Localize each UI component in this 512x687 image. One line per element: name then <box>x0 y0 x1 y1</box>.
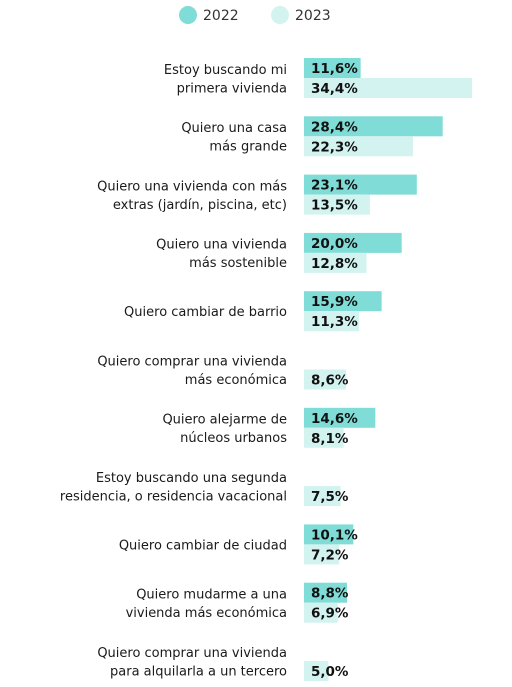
legend-label-2023: 2023 <box>295 8 331 24</box>
value-label-2023: 34,4% <box>311 81 358 97</box>
value-label-2022: 23,1% <box>311 178 358 194</box>
bar-2022 <box>304 116 443 137</box>
value-label-2022: 14,6% <box>311 411 358 427</box>
value-label-2023: 7,5% <box>311 489 349 505</box>
value-label-2022: 20,0% <box>311 236 358 252</box>
legend: 2022 2023 <box>179 6 331 24</box>
value-label-2022: 10,1% <box>311 527 358 543</box>
bar-2022 <box>304 407 376 428</box>
bar-2023 <box>304 194 370 215</box>
bar-2023 <box>304 311 360 332</box>
category-label: Quiero mudarme a una <box>136 587 287 602</box>
category-label: núcleos urbanos <box>180 431 287 446</box>
legend-label-2022: 2022 <box>203 8 239 24</box>
category-row: Quiero comprar una vivienda más económica… <box>97 354 349 390</box>
bar-2022 <box>304 174 417 195</box>
category-label: Quiero una casa <box>181 121 287 136</box>
bar-2023 <box>304 369 346 390</box>
category-row: Quiero cambiar de barrio 15,9% 11,3% <box>124 291 382 332</box>
category-row: Quiero una casa más grande 28,4% 22,3% <box>181 116 443 157</box>
category-label: Quiero comprar una vivienda <box>97 354 287 369</box>
category-row: Estoy buscando una segunda residencia, o … <box>60 471 349 507</box>
category-label: para alquilarla a un tercero <box>110 664 287 679</box>
category-label: más económica <box>185 373 287 388</box>
bar-2023 <box>304 136 413 157</box>
bar-2023 <box>304 544 340 565</box>
category-row: Quiero mudarme a una vivienda más económi… <box>126 582 349 623</box>
value-label-2023: 8,6% <box>311 373 349 389</box>
bar-2023 <box>304 661 329 681</box>
bar-2023 <box>304 78 472 98</box>
category-row: Quiero cambiar de ciudad 10,1% 7,2% <box>119 524 358 565</box>
bar-2023 <box>304 252 367 273</box>
category-label: primera vivienda <box>177 81 287 96</box>
value-label-2023: 13,5% <box>311 198 358 214</box>
value-label-2022: 11,6% <box>311 61 358 77</box>
category-label: Quiero una vivienda <box>156 238 287 253</box>
category-label: Estoy buscando mi <box>164 63 287 78</box>
value-label-2023: 5,0% <box>311 664 349 680</box>
category-label: extras (jardín, piscina, etc) <box>113 198 287 213</box>
value-label-2023: 7,2% <box>311 547 349 563</box>
bar-2022 <box>304 582 347 603</box>
category-label: Quiero comprar una vivienda <box>97 646 287 661</box>
bar-2022 <box>304 58 361 78</box>
bar-2023 <box>304 602 338 623</box>
category-label: más sostenible <box>189 256 287 271</box>
category-label: Quiero alejarme de <box>162 413 287 428</box>
category-label: vivienda más económica <box>126 606 287 621</box>
bar-2022 <box>304 291 382 312</box>
category-row: Quiero alejarme de núcleos urbanos 14,6% 8,… <box>162 407 376 448</box>
value-label-2023: 8,1% <box>311 431 349 447</box>
category-row: Quiero una vivienda con más extras (jardí… <box>97 174 417 215</box>
value-label-2023: 11,3% <box>311 314 358 330</box>
category-label: residencia, o residencia vacacional <box>60 489 287 504</box>
value-label-2022: 28,4% <box>311 119 358 135</box>
bar-2023 <box>304 427 344 448</box>
category-row: Estoy buscando mi primera vivienda 11,6% 34… <box>164 58 472 98</box>
category-row: Quiero comprar una vivienda para alquilar… <box>97 646 349 681</box>
category-label: Quiero cambiar de ciudad <box>119 538 287 553</box>
legend-swatch-2023 <box>271 6 289 24</box>
category-label: Estoy buscando una segunda <box>96 471 287 486</box>
bar-2023 <box>304 486 341 507</box>
value-label-2023: 12,8% <box>311 256 358 272</box>
category-label: Quiero cambiar de barrio <box>124 305 287 320</box>
bar-2022 <box>304 524 354 545</box>
value-label-2022: 8,8% <box>311 586 349 602</box>
category-label: Quiero una vivienda con más <box>97 179 287 194</box>
category-label: más grande <box>209 140 287 155</box>
value-label-2023: 6,9% <box>311 606 349 622</box>
legend-swatch-2022 <box>179 6 197 24</box>
value-label-2022: 15,9% <box>311 294 358 310</box>
category-row: Quiero una vivienda más sostenible 20,0% 12… <box>156 232 402 273</box>
bar-2022 <box>304 232 402 253</box>
value-label-2023: 22,3% <box>311 139 358 155</box>
